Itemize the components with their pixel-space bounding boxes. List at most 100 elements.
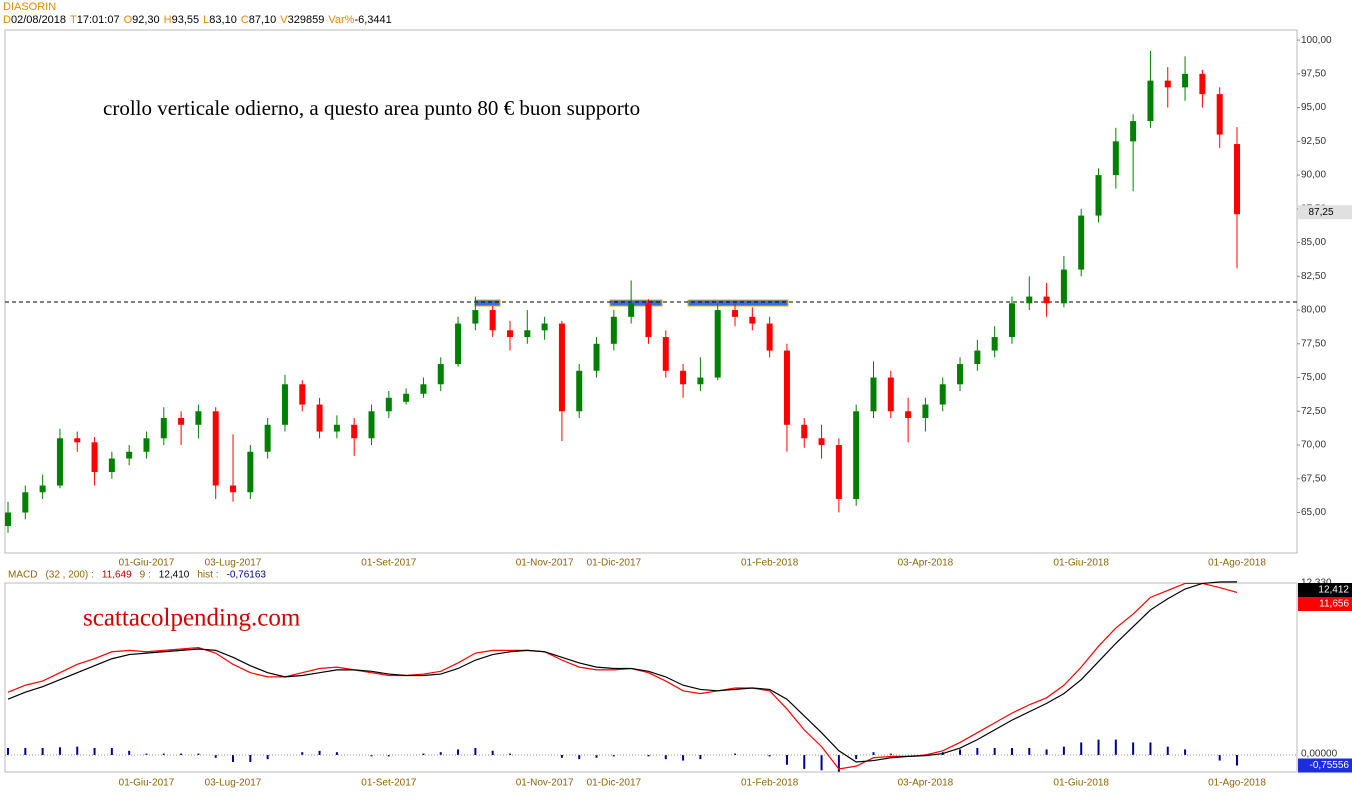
- candle-body: [91, 442, 98, 473]
- quote-value: -6,3441: [354, 14, 392, 26]
- y-tick-label: 67,50: [1301, 473, 1326, 484]
- candle-body: [230, 485, 237, 493]
- highlight-box: [687, 299, 789, 307]
- value-box-label: -0,75556: [1310, 760, 1350, 771]
- candle-body: [316, 404, 323, 432]
- candle-body: [870, 377, 877, 412]
- quote-key: C: [240, 14, 249, 26]
- quote-key: T: [70, 14, 77, 26]
- quote-value: 87,10: [248, 14, 277, 26]
- x-tick-label: 01-Feb-2018: [741, 778, 799, 789]
- quote-value: 83,10: [209, 14, 237, 26]
- y-tick-label: 0,00000: [1301, 749, 1338, 760]
- candle-body: [126, 451, 133, 459]
- y-tick-label: 72,50: [1301, 406, 1326, 417]
- x-tick-label: 01-Set-2017: [361, 778, 416, 789]
- candle-body: [697, 377, 704, 385]
- candle-body: [108, 458, 115, 473]
- quote-value: 93,55: [171, 14, 200, 26]
- candle-body: [247, 451, 254, 493]
- y-tick-label: 97,50: [1301, 69, 1326, 80]
- quote-items: D02/08/2018 T17:01:07 O92,30 H93,55 L83,10 C8…: [3, 14, 392, 27]
- candle-body: [22, 492, 29, 513]
- candle-body: [472, 310, 479, 324]
- candle-body: [732, 310, 739, 317]
- y-tick-label: 75,00: [1301, 372, 1326, 383]
- macd-header: MACD: [8, 570, 37, 581]
- x-tick-label: 03-Lug-2017: [205, 558, 262, 569]
- candle-body: [1164, 80, 1171, 88]
- candle-body: [1199, 73, 1206, 95]
- candle-body: [818, 438, 825, 446]
- candle-body: [39, 485, 46, 493]
- watermark: scattacolpending.com: [83, 605, 301, 632]
- value-box: [1298, 583, 1352, 597]
- x-tick-label: 01-Feb-2018: [741, 558, 799, 569]
- y-tick-label: 70,00: [1301, 440, 1326, 451]
- candle-body: [143, 438, 150, 452]
- quote-key: L: [203, 14, 210, 26]
- quote-header: DIASORIN D02/08/2018 T17:01:07 O92,30 H93,5…: [3, 1, 392, 27]
- candle-body: [1112, 141, 1119, 176]
- y-tick-label: 92,50: [1301, 136, 1326, 147]
- candle-body: [1234, 144, 1240, 215]
- macd-frame: [4, 582, 1298, 773]
- y-tick-label: 95,00: [1301, 102, 1326, 113]
- y-tick-label: 90,00: [1301, 170, 1326, 181]
- candle-body: [991, 337, 998, 351]
- x-tick-label: 03-Apr-2018: [898, 778, 954, 789]
- candle-body: [628, 303, 635, 317]
- candle-body: [56, 438, 63, 486]
- candle-body: [905, 411, 912, 419]
- quote-key: Var%: [328, 14, 355, 26]
- quote-key: H: [163, 14, 172, 26]
- candle-body: [333, 424, 340, 432]
- candle-body: [887, 377, 894, 412]
- quote-value: 92,30: [132, 14, 160, 26]
- candle-body: [576, 370, 583, 412]
- macd-header: hist :: [197, 570, 218, 581]
- quote-value: 02/08/2018: [10, 14, 67, 26]
- y-tick-label: 82,50: [1301, 271, 1326, 282]
- candle-body: [853, 411, 860, 500]
- y-tick-label: 100,00: [1301, 35, 1332, 46]
- candle-body: [1060, 269, 1067, 304]
- candle-body: [264, 424, 271, 452]
- candle-body: [403, 393, 410, 402]
- candle-body: [593, 343, 600, 371]
- candle-body: [541, 323, 548, 331]
- last-price-label: 87,25: [1308, 207, 1333, 218]
- candle-body: [680, 370, 687, 385]
- candle-body: [801, 424, 808, 439]
- quote-key: D: [3, 14, 11, 26]
- x-tick-label: 03-Lug-2017: [205, 778, 262, 789]
- y-tick-label: 85,00: [1301, 237, 1326, 248]
- last-price-box: [1298, 205, 1352, 220]
- quote-key: O: [123, 14, 133, 26]
- value-box-label: 11,656: [1319, 599, 1349, 610]
- candle-body: [645, 303, 652, 338]
- candle-body: [351, 424, 358, 439]
- candle-body: [1182, 73, 1189, 88]
- candle-body: [420, 384, 427, 394]
- x-tick-label: 01-Dic-2017: [587, 778, 642, 789]
- x-tick-label: 01-Giu-2017: [119, 558, 175, 569]
- candle-body: [489, 310, 496, 331]
- candle-body: [974, 350, 981, 365]
- macd-header: (32 , 200) :: [45, 570, 93, 581]
- symbol: DIASORIN: [3, 1, 57, 13]
- highlight-box: [609, 299, 663, 307]
- y-tick-label: 77,50: [1301, 338, 1326, 349]
- candle-body: [1026, 296, 1033, 304]
- macd-line: [7, 581, 1238, 763]
- x-tick-label: 01-Giu-2018: [1053, 778, 1109, 789]
- x-tick-label: 01-Giu-2017: [119, 778, 175, 789]
- candle-body: [212, 411, 219, 486]
- candle-body: [610, 316, 617, 344]
- candle-body: [922, 404, 929, 419]
- x-tick-label: 01-Ago-2018: [1208, 778, 1266, 789]
- value-box-label: 12,412: [1318, 585, 1349, 596]
- price-frame: [4, 29, 1298, 554]
- candle-body: [160, 418, 167, 439]
